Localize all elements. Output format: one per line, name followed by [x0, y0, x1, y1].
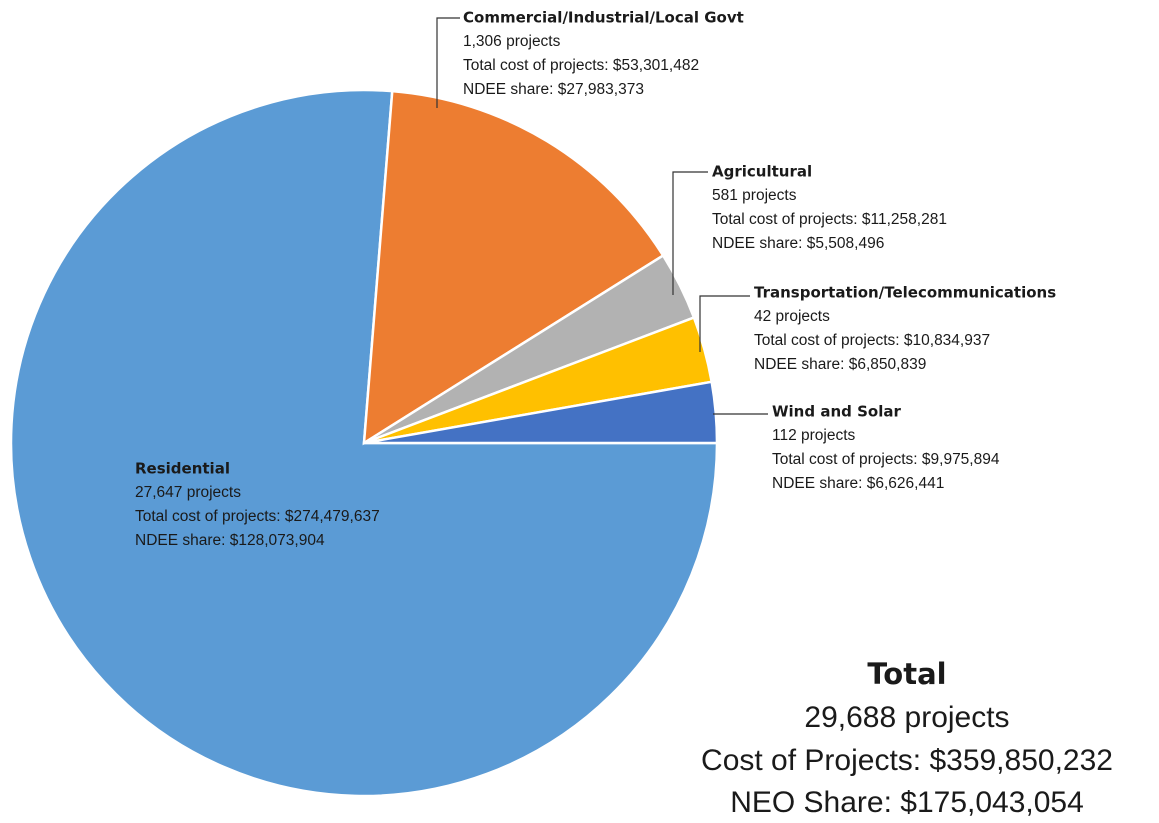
leader-line	[436, 17, 460, 108]
label-share: NDEE share: $27,983,373	[463, 81, 644, 98]
label-name: Agricultural	[712, 163, 812, 181]
label-projects: 112 projects	[772, 427, 856, 444]
label-projects: 1,306 projects	[463, 33, 561, 50]
label-share: NDEE share: $128,073,904	[135, 532, 325, 549]
label-share: NDEE share: $6,850,839	[754, 356, 926, 373]
total-block: Total 29,688 projects Cost of Projects: …	[701, 657, 1113, 819]
label-cost: Total cost of projects: $10,834,937	[754, 332, 990, 349]
label-name: Transportation/Telecommunications	[754, 284, 1056, 302]
total-projects: 29,688 projects	[804, 701, 1009, 734]
label-cost: Total cost of projects: $53,301,482	[463, 57, 699, 74]
label-projects: 27,647 projects	[135, 484, 241, 501]
label-projects: 42 projects	[754, 308, 830, 325]
label-name: Wind and Solar	[772, 403, 901, 421]
pie-slice	[363, 380, 719, 445]
total-title: Total	[867, 657, 946, 691]
label-cost: Total cost of projects: $274,479,637	[135, 508, 380, 525]
slice-label: Transportation/Telecommunications 42 proj…	[699, 284, 1056, 373]
label-projects: 581 projects	[712, 187, 797, 204]
total-share: NEO Share: $175,043,054	[730, 786, 1084, 819]
leader-line	[672, 171, 708, 295]
total-cost: Cost of Projects: $359,850,232	[701, 744, 1113, 777]
label-name: Commercial/Industrial/Local Govt	[463, 9, 744, 27]
pie-slice	[362, 89, 665, 446]
leader-line	[699, 295, 750, 352]
label-name: Residential	[135, 460, 230, 478]
label-share: NDEE share: $5,508,496	[712, 235, 884, 252]
slice-label: Residential 27,647 projects Total cost of …	[135, 460, 380, 550]
slice-label: Agricultural 581 projects Total cost of pr…	[672, 163, 947, 295]
pie	[9, 88, 719, 798]
label-cost: Total cost of projects: $9,975,894	[772, 451, 1000, 468]
pie-slice	[9, 88, 719, 798]
label-cost: Total cost of projects: $11,258,281	[712, 211, 947, 228]
slice-label: Wind and Solar 112 projects Total cost of …	[713, 403, 1000, 492]
slice-label: Commercial/Industrial/Local Govt 1,306 pr…	[436, 9, 744, 108]
label-share: NDEE share: $6,626,441	[772, 475, 944, 492]
